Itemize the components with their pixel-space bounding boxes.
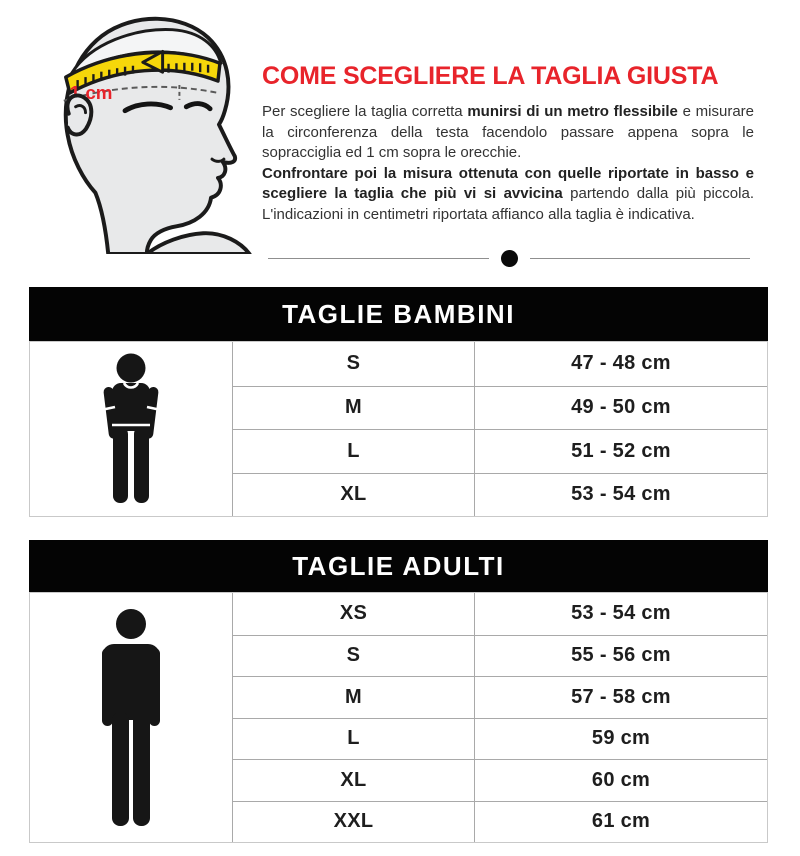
eyebrows — [122, 101, 213, 114]
size-table-children: TAGLIE BAMBINI — [29, 287, 768, 517]
adult-figure-icon — [30, 593, 232, 842]
intro-p1-text: Per scegliere la taglia corretta — [262, 103, 468, 121]
ear-inner-line — [74, 104, 88, 115]
range-cell: 51 - 52 cm — [475, 429, 767, 473]
intro-paragraph-2: Confrontare poi la misura ottenuta con q… — [262, 164, 754, 226]
head-with-measuring-tape-illustration: 1 cm — [63, 16, 252, 254]
intro-section: COME SCEGLIERE LA TAGLIA GIUSTA Per sceg… — [262, 63, 754, 225]
range-cell: 60 cm — [475, 759, 767, 801]
range-cell: 49 - 50 cm — [475, 385, 767, 430]
size-cell: L — [232, 429, 475, 473]
range-cell: 53 - 54 cm — [475, 472, 767, 517]
size-cell: M — [232, 385, 475, 429]
ear — [65, 93, 94, 137]
size-cell: XL — [232, 472, 475, 516]
nostril-line — [210, 157, 226, 163]
intro-p2-text: partendo dalla più piccola. L'indicazion… — [262, 185, 754, 223]
range-cell: 61 cm — [475, 800, 767, 843]
section-divider — [268, 250, 750, 267]
child-figure-icon — [30, 342, 232, 516]
size-cell: M — [232, 676, 475, 718]
divider-dot — [500, 250, 518, 267]
size-cell: XS — [232, 593, 475, 635]
range-cell: 57 - 58 cm — [475, 676, 767, 718]
range-cell: 59 cm — [475, 717, 767, 760]
measuring-tape — [64, 50, 222, 95]
divider-line-left — [268, 258, 489, 259]
tape-end-arrow — [141, 49, 165, 74]
intro-p1-text-2: e misurare la circonferenza della testa … — [262, 103, 755, 162]
page-title: COME SCEGLIERE LA TAGLIA GIUSTA — [262, 62, 719, 90]
dashed-guides — [63, 85, 219, 102]
size-cell: L — [232, 717, 475, 759]
tape-tick-marks — [76, 62, 210, 89]
size-cell: S — [232, 634, 475, 676]
children-table-body: S 47 - 48 cm M 49 - 50 cm L 51 - 52 cm X… — [29, 341, 768, 517]
children-table-title: TAGLIE BAMBINI — [29, 287, 768, 341]
intro-p2-bold: Confrontare poi la misura ottenuta con q… — [262, 164, 754, 203]
size-table-adults: TAGLIE ADULTI XS 53 - 54 cm S — [29, 540, 768, 843]
shoulder-shape — [144, 231, 252, 254]
size-cell: XXL — [232, 800, 475, 842]
divider-line-right — [529, 258, 750, 259]
size-cell: XL — [232, 759, 475, 801]
size-cell: S — [232, 342, 475, 386]
range-cell: 55 - 56 cm — [475, 634, 767, 677]
range-cell: 53 - 54 cm — [571, 602, 671, 625]
adults-table-title: TAGLIE ADULTI — [29, 540, 768, 592]
intro-p1-bold: munirsi di un metro flessibile — [467, 103, 678, 121]
intro-paragraph-1: Per scegliere la taglia corretta munirsi… — [262, 102, 754, 164]
adults-table-body: XS 53 - 54 cm S 55 - 56 cm M 57 - 58 cm … — [29, 592, 768, 843]
range-cell: 47 - 48 cm — [571, 352, 671, 375]
